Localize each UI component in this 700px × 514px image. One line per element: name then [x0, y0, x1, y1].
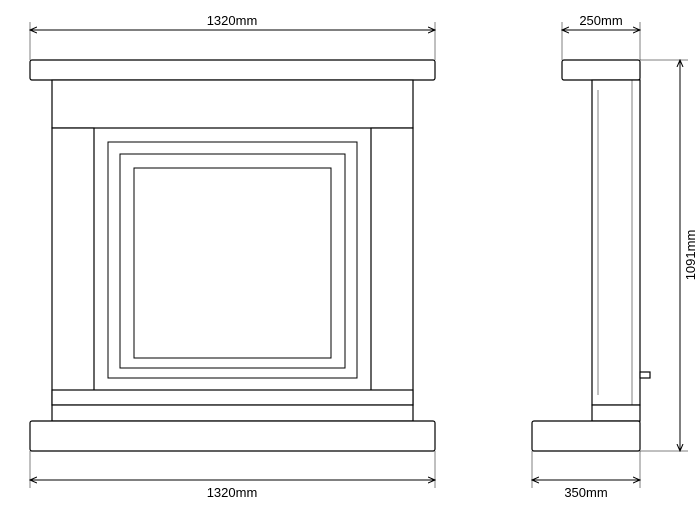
dim-side-top: 250mm [562, 13, 640, 60]
dim-side-height-label: 1091mm [683, 230, 698, 281]
dim-bottom-front-label: 1320mm [207, 485, 258, 500]
front-view [30, 60, 435, 451]
dim-top-front-label: 1320mm [207, 13, 258, 28]
dim-side-bottom-label: 350mm [564, 485, 607, 500]
side-body [592, 80, 640, 405]
side-switch [640, 372, 650, 378]
side-mantel [562, 60, 640, 80]
side-view [532, 60, 650, 451]
jamb-right [371, 128, 413, 405]
dim-top-front: 1320mm [30, 13, 435, 60]
dim-side-bottom: 350mm [532, 451, 640, 500]
mantel-top [30, 60, 435, 80]
opening-frame-2 [120, 154, 345, 368]
side-hearth [532, 421, 640, 451]
opening-outer [94, 128, 371, 390]
frieze [52, 80, 413, 128]
footer [52, 405, 413, 421]
dim-bottom-front: 1320mm [30, 451, 435, 500]
opening-frame-1 [108, 142, 357, 378]
firebox [134, 168, 331, 358]
jamb-left [52, 128, 94, 405]
dim-side-height: 1091mm [640, 60, 698, 451]
hearth [30, 421, 435, 451]
plinth-strip [52, 390, 413, 405]
dim-side-top-label: 250mm [579, 13, 622, 28]
side-footer [592, 405, 640, 421]
